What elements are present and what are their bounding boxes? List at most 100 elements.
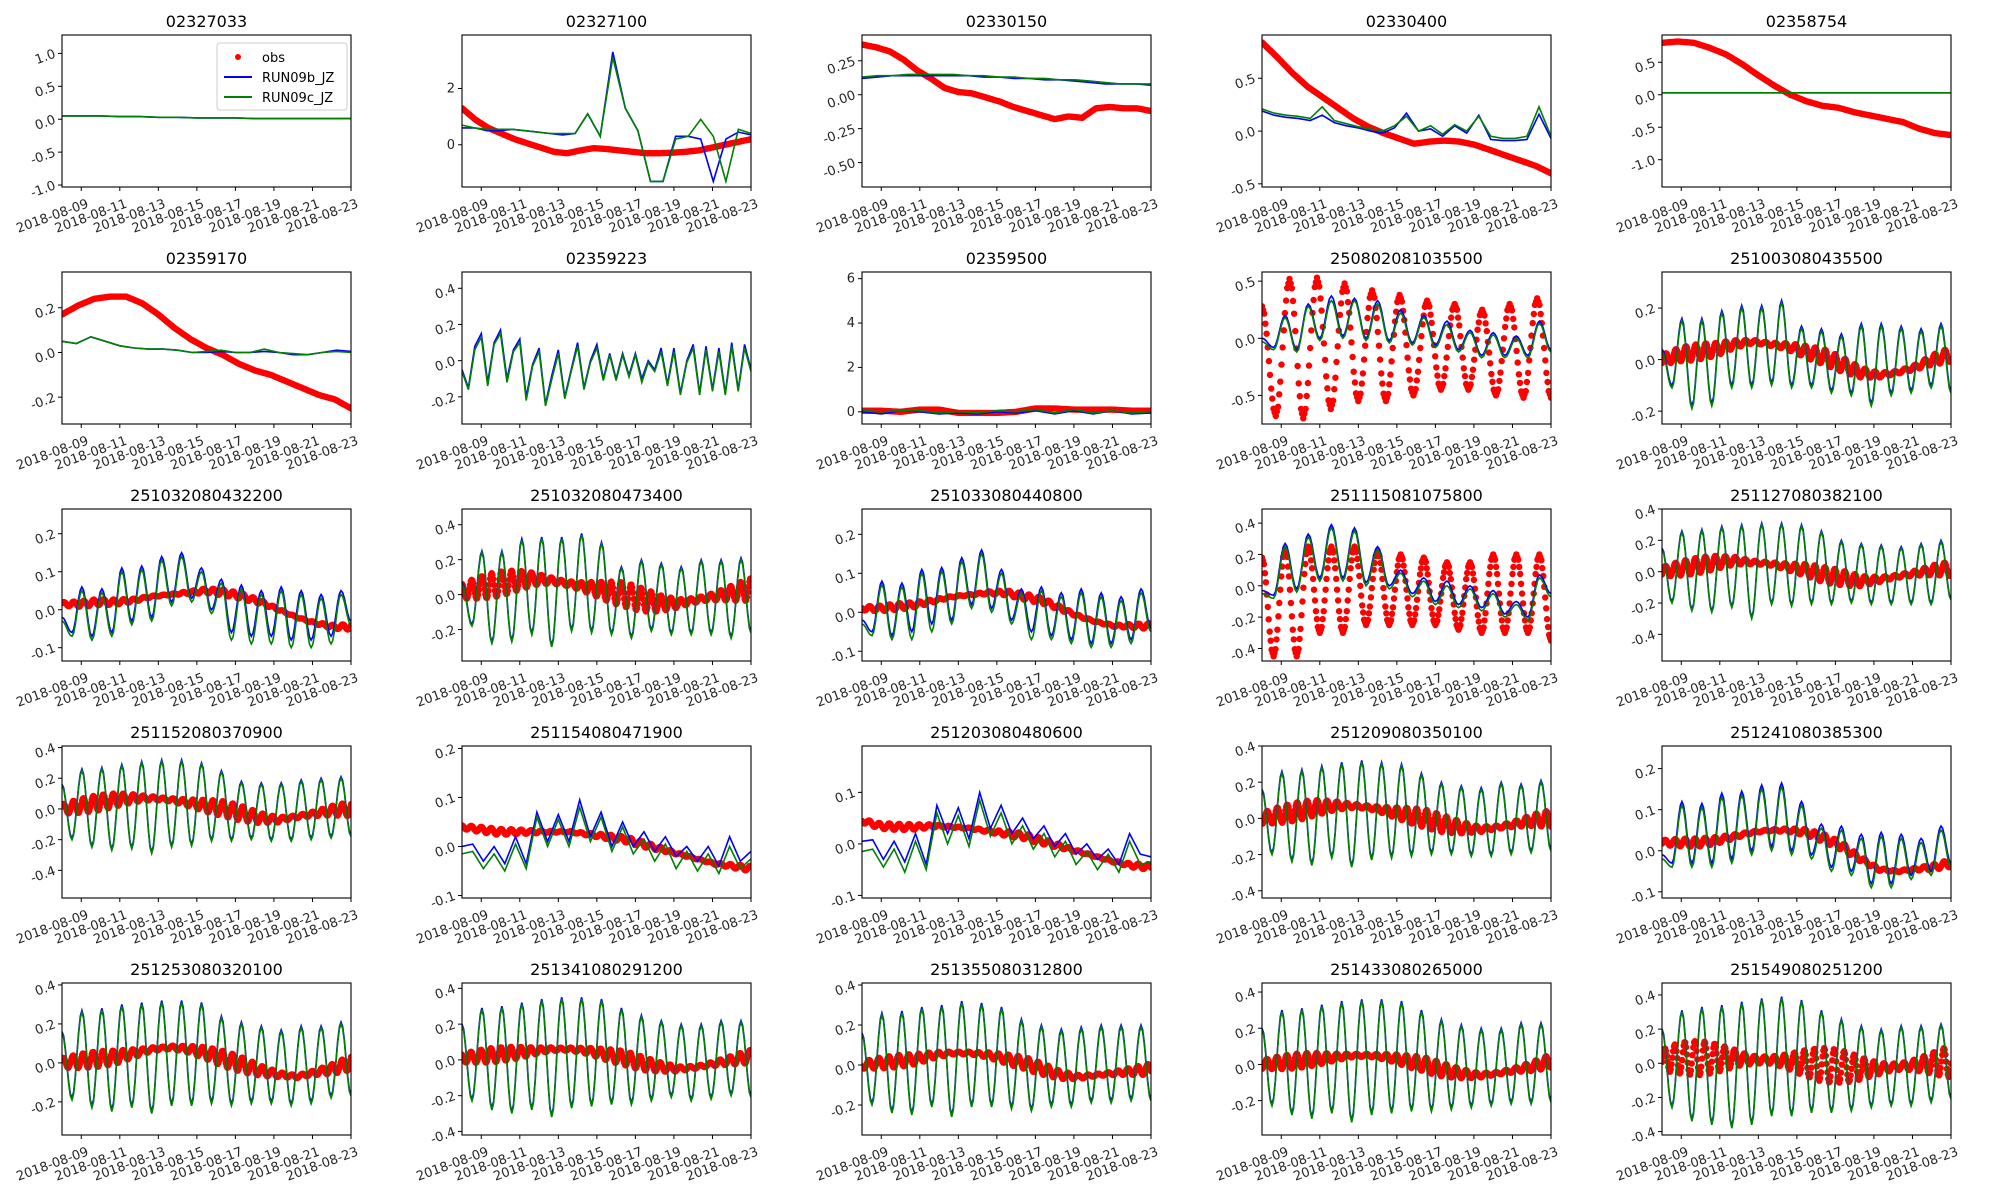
series-RUN09b_JZ [462, 51, 751, 185]
obs-point [1544, 623, 1551, 631]
obs-point [1333, 358, 1340, 366]
obs-point [1311, 597, 1319, 604]
obs-point [347, 405, 351, 412]
obs-point [1519, 600, 1527, 607]
axes-frame [461, 271, 752, 425]
obs-point [1268, 385, 1275, 392]
axes-frame [461, 34, 752, 188]
obs-point [1350, 368, 1357, 375]
series-RUN09b_JZ [1262, 110, 1551, 142]
obs-point [1474, 612, 1482, 619]
obs-point [1346, 575, 1353, 583]
series-RUN09c_JZ [1262, 526, 1551, 622]
obs-point [1454, 314, 1462, 321]
obs-point [1452, 615, 1459, 623]
obs-point [1487, 360, 1494, 367]
obs-point [1530, 310, 1538, 318]
series-obs [1262, 39, 1551, 177]
obs-point [1426, 303, 1433, 310]
obs-point [1526, 624, 1534, 631]
obs-point [1262, 561, 1268, 568]
obs-point [1302, 405, 1309, 413]
obs-point [1459, 609, 1466, 616]
obs-point [1515, 371, 1523, 378]
subplot-title: 251154080471900 [530, 723, 683, 742]
obs-point [1307, 557, 1315, 564]
y-tick-label: -1.0 [29, 178, 58, 201]
subplot-title: 02359223 [566, 249, 647, 268]
obs-point [1414, 368, 1422, 375]
obs-point [1517, 570, 1524, 578]
obs-point [1468, 373, 1476, 381]
obs-point [1464, 569, 1471, 577]
subplot-251115081075800: 251115081075800-0.4-0.20.00.20.42018-08-… [1214, 486, 1560, 711]
obs-point [1513, 347, 1520, 355]
y-tick-label: 4 [847, 316, 855, 331]
obs-point [1319, 615, 1326, 623]
obs-point [1332, 374, 1339, 381]
y-tick-label: 0.00 [825, 88, 857, 112]
series-obs [1662, 38, 1951, 139]
obs-point [1543, 605, 1550, 612]
obs-point [1364, 616, 1372, 624]
obs-point [1516, 379, 1524, 387]
obs-point [1308, 327, 1315, 334]
obs-point [1503, 624, 1510, 631]
obs-point [1367, 594, 1375, 601]
obs-point [1353, 548, 1360, 556]
obs-point [1400, 562, 1407, 569]
obs-point [1294, 362, 1301, 370]
series-RUN09c_JZ [462, 57, 751, 185]
obs-point [1486, 570, 1493, 578]
obs-point [629, 584, 636, 591]
y-tick-label: 0.2 [1633, 534, 1658, 555]
y-tick-label: -0.1 [429, 889, 458, 912]
y-tick-label: -0.5 [1629, 121, 1658, 144]
obs-point [1947, 569, 1951, 576]
y-tick-label: 0.4 [433, 282, 458, 303]
obs-point [1288, 613, 1296, 620]
obs-point [1443, 354, 1450, 361]
obs-point [1510, 315, 1517, 323]
obs-point [1357, 390, 1364, 397]
obs-point [1292, 327, 1299, 335]
axes-frame [61, 745, 352, 899]
obs-point [1522, 387, 1530, 395]
obs-point [1404, 354, 1411, 361]
obs-point [1347, 565, 1354, 572]
obs-point [1489, 378, 1496, 385]
obs-point [1277, 586, 1284, 593]
obs-point [1277, 378, 1284, 385]
obs-point [1290, 310, 1298, 317]
y-tick-label: 0.0 [433, 588, 458, 609]
obs-point [1453, 306, 1461, 313]
obs-point [1278, 361, 1285, 368]
obs-point [1318, 623, 1325, 631]
obs-point [1375, 342, 1383, 349]
obs-point [1389, 604, 1397, 611]
obs-point [1365, 610, 1373, 617]
y-tick-label: -0.25 [821, 122, 858, 148]
y-tick-label: 0.4 [1633, 502, 1658, 523]
obs-point [1274, 626, 1281, 633]
series-RUN09c_JZ [462, 804, 751, 876]
y-tick-label: 0.4 [33, 741, 58, 762]
obs-point [1317, 295, 1324, 302]
obs-point [1468, 563, 1476, 571]
obs-point [1331, 557, 1338, 564]
obs-point [1547, 637, 1551, 644]
axes-frame [861, 271, 1152, 425]
obs-point [1496, 377, 1503, 385]
axes-frame [61, 508, 352, 662]
plot-area [862, 789, 1151, 875]
obs-point [1481, 312, 1488, 319]
obs-point [1357, 582, 1364, 589]
obs-point [1485, 580, 1492, 587]
obs-point [1445, 563, 1453, 570]
obs-point [1511, 324, 1518, 331]
plot-area [1262, 523, 1551, 660]
obs-point [1313, 615, 1321, 623]
obs-point [470, 584, 478, 591]
series-RUN09b_JZ [1262, 523, 1551, 619]
axes-frame [61, 34, 352, 188]
